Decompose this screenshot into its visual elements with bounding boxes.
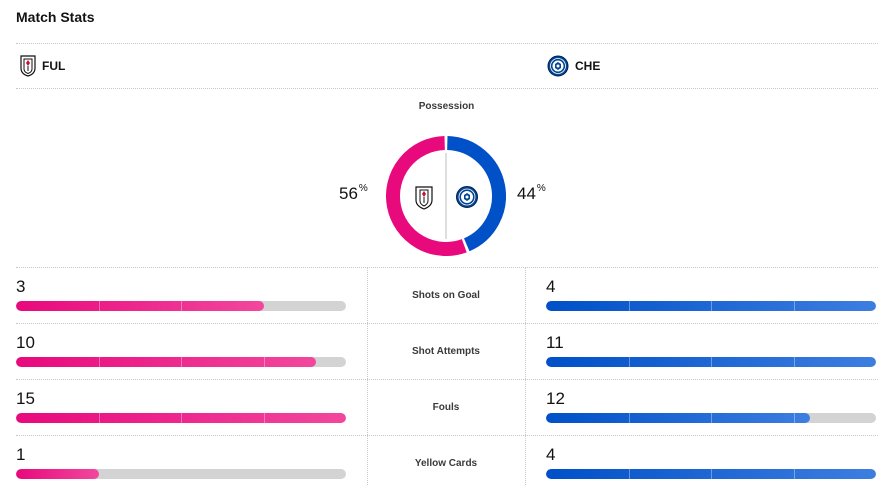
away-stat-value: 4 — [546, 277, 556, 296]
home-stat-bar — [16, 357, 346, 367]
away-possession-pct: 44% — [517, 183, 546, 204]
home-stat-bar-fill — [16, 301, 264, 311]
bar-segment-tick — [793, 301, 795, 311]
home-stat-bar — [16, 301, 346, 311]
bar-segment-tick — [263, 413, 265, 423]
column-divider — [367, 268, 368, 485]
bar-segment-tick — [98, 301, 100, 311]
bar-segment-tick — [711, 469, 712, 479]
away-stat-bar — [546, 301, 876, 311]
stat-row-yellow-cards: 1 Yellow Cards 4 — [0, 436, 893, 492]
home-stat-value: 15 — [16, 389, 35, 408]
home-stat-bar — [16, 413, 346, 423]
possession-donut — [386, 136, 506, 256]
bar-segment-tick — [793, 413, 795, 423]
stat-row-fouls: 15 Fouls 12 — [0, 380, 893, 436]
bar-segment-tick — [98, 413, 100, 423]
home-team-abbr: FUL — [42, 59, 66, 73]
away-stat-bar-fill — [546, 469, 876, 479]
away-possession-arc — [446, 136, 506, 252]
divider — [16, 435, 878, 436]
home-team: FUL — [20, 55, 65, 77]
chelsea-crest-icon — [547, 55, 569, 77]
bar-segment-tick — [793, 469, 795, 479]
home-stat-bar-fill — [16, 469, 99, 479]
away-stat-bar-fill — [546, 301, 876, 311]
bar-segment-tick — [711, 357, 712, 367]
divider — [16, 43, 878, 44]
home-stat-value: 1 — [16, 445, 26, 464]
away-stat-value: 12 — [546, 389, 565, 408]
home-stat-value: 10 — [16, 333, 35, 352]
home-stat-value: 3 — [16, 277, 26, 296]
away-stat-bar-fill — [546, 413, 810, 423]
match-stats-title: Match Stats — [16, 9, 95, 25]
chelsea-crest-icon — [456, 186, 478, 208]
stat-row-shot-attempts: 10 Shot Attempts 11 — [0, 324, 893, 380]
away-possession-value: 44 — [517, 184, 536, 203]
away-stat-value: 4 — [546, 445, 556, 464]
away-stat-bar-fill — [546, 357, 876, 367]
fulham-crest-icon — [415, 186, 433, 210]
home-possession-pct: 56% — [339, 183, 368, 204]
bar-segment-tick — [263, 357, 265, 367]
bar-segment-tick — [793, 357, 795, 367]
divider — [16, 88, 878, 89]
stat-label: Fouls — [432, 402, 460, 413]
away-stat-value: 11 — [546, 333, 564, 352]
divider — [16, 267, 878, 268]
bar-segment-tick — [711, 301, 712, 311]
bar-segment-tick — [181, 357, 182, 367]
stat-label: Shot Attempts — [412, 346, 480, 357]
bar-segment-tick — [628, 301, 630, 311]
divider — [16, 379, 878, 380]
bar-segment-tick — [628, 357, 630, 367]
column-divider — [525, 268, 526, 485]
away-stat-bar — [546, 469, 876, 479]
home-stat-bar-fill — [16, 413, 346, 423]
home-stat-bar-fill — [16, 357, 317, 367]
away-team: CHE — [547, 55, 600, 77]
home-stat-bar — [16, 469, 346, 479]
stat-label: Shots on Goal — [412, 290, 480, 301]
stat-row-shots-on-goal: 3 Shots on Goal 4 — [0, 268, 893, 324]
possession-label: Possession — [418, 101, 475, 112]
home-possession-unit: % — [358, 183, 368, 194]
bar-segment-tick — [628, 469, 630, 479]
fulham-crest-icon — [20, 55, 36, 77]
bar-segment-tick — [628, 413, 630, 423]
home-possession-value: 56 — [339, 184, 358, 203]
home-possession-arc — [386, 136, 467, 256]
bar-segment-tick — [98, 357, 100, 367]
bar-segment-tick — [711, 413, 712, 423]
stat-label: Yellow Cards — [414, 458, 478, 469]
bar-segment-tick — [181, 301, 182, 311]
away-stat-bar — [546, 413, 876, 423]
away-stat-bar — [546, 357, 876, 367]
away-team-abbr: CHE — [575, 59, 601, 73]
away-possession-unit: % — [536, 183, 546, 194]
bar-segment-tick — [181, 413, 182, 423]
divider — [16, 323, 878, 324]
